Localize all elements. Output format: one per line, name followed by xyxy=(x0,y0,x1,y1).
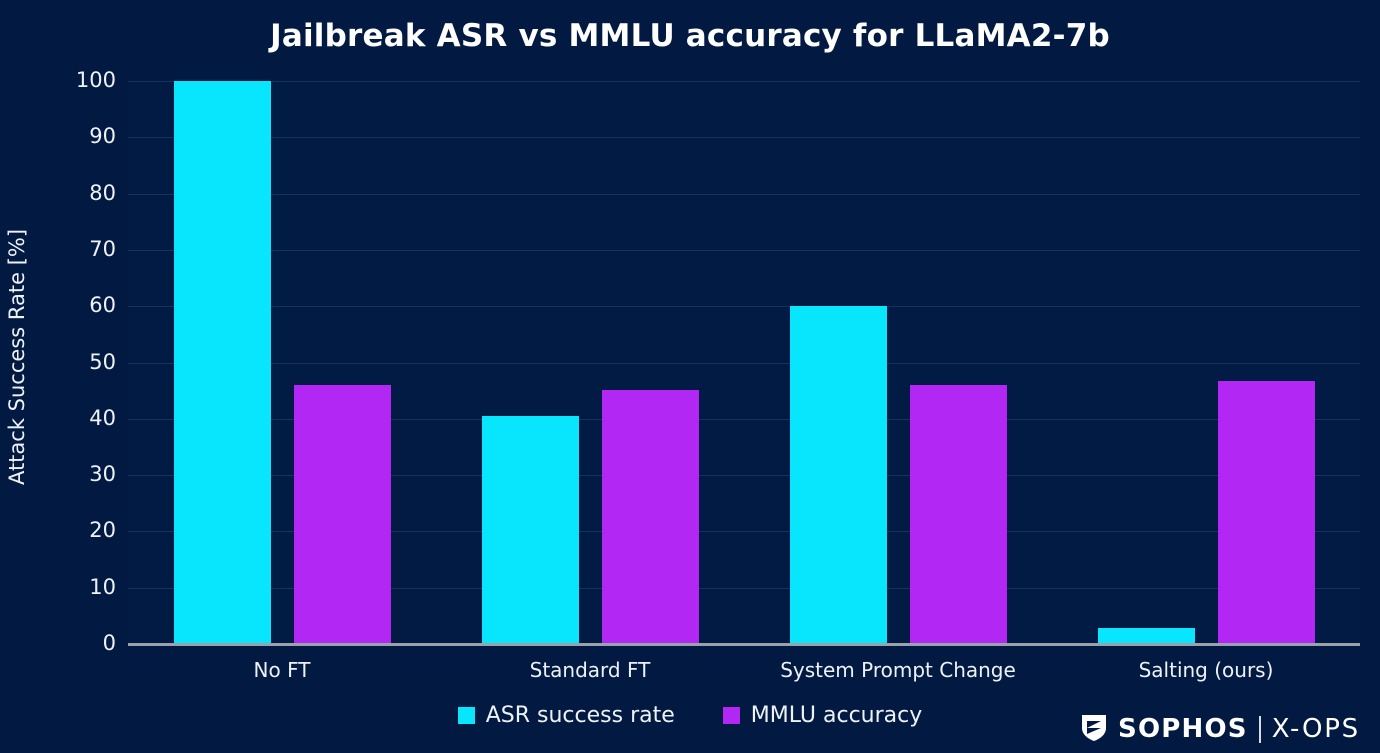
legend-entry[interactable]: ASR success rate xyxy=(457,703,675,728)
chart-title: Jailbreak ASR vs MMLU accuracy for LLaMA… xyxy=(270,18,1110,54)
plot-area xyxy=(128,81,1360,645)
logo-divider xyxy=(1258,715,1261,743)
y-tick-label: 20 xyxy=(89,518,116,543)
gridline xyxy=(128,81,1360,82)
sophos-shield-icon xyxy=(1081,713,1107,746)
legend-label: MMLU accuracy xyxy=(750,703,923,728)
bar xyxy=(909,385,1007,644)
gridline xyxy=(128,249,1360,251)
y-tick-label: 60 xyxy=(89,293,116,318)
gridline xyxy=(128,362,1360,364)
x-tick-label: No FT xyxy=(253,658,311,682)
gridline xyxy=(128,587,1360,589)
bar xyxy=(293,385,391,644)
y-tick-label: 50 xyxy=(89,349,116,374)
legend-swatch-icon xyxy=(722,707,740,724)
gridline xyxy=(128,193,1360,195)
y-tick-label: 30 xyxy=(89,462,116,487)
y-tick-label: 0 xyxy=(102,631,116,655)
bar xyxy=(1217,380,1315,644)
bar xyxy=(789,306,887,644)
x-axis-line xyxy=(128,643,1360,646)
xops-wordmark: X-OPS xyxy=(1271,714,1360,744)
y-axis: Attack Success Rate [%] 0 10 20 30 40 50 60 70 8… xyxy=(0,0,116,753)
y-tick-label: 40 xyxy=(89,405,116,430)
gridline xyxy=(128,306,1360,308)
gridline xyxy=(128,531,1360,533)
legend-swatch-icon xyxy=(457,707,475,724)
bar xyxy=(1097,628,1195,644)
legend-label: ASR success rate xyxy=(485,703,675,728)
gridline xyxy=(128,418,1360,420)
y-tick-label: 70 xyxy=(89,236,116,261)
y-axis-title: Attack Success Rate [%] xyxy=(5,228,29,486)
gridline xyxy=(128,137,1360,139)
x-tick-label: Standard FT xyxy=(529,658,651,682)
y-tick-label: 80 xyxy=(89,180,116,205)
legend-entry[interactable]: MMLU accuracy xyxy=(722,703,923,728)
y-tick-label: 100 xyxy=(75,68,116,92)
bar xyxy=(173,81,271,644)
sophos-wordmark: SOPHOS xyxy=(1118,714,1248,744)
x-tick-label: Salting (ours) xyxy=(1138,658,1274,682)
chart-legend: ASR success rate MMLU accuracy xyxy=(0,703,1380,728)
gridline xyxy=(128,475,1360,477)
sophos-xops-logo: SOPHOS X-OPS xyxy=(1081,713,1360,745)
bar xyxy=(481,416,579,644)
bar xyxy=(601,389,699,644)
y-tick-label: 10 xyxy=(89,574,116,599)
y-tick-label: 90 xyxy=(89,124,116,149)
x-tick-label: System Prompt Change xyxy=(780,658,1016,682)
